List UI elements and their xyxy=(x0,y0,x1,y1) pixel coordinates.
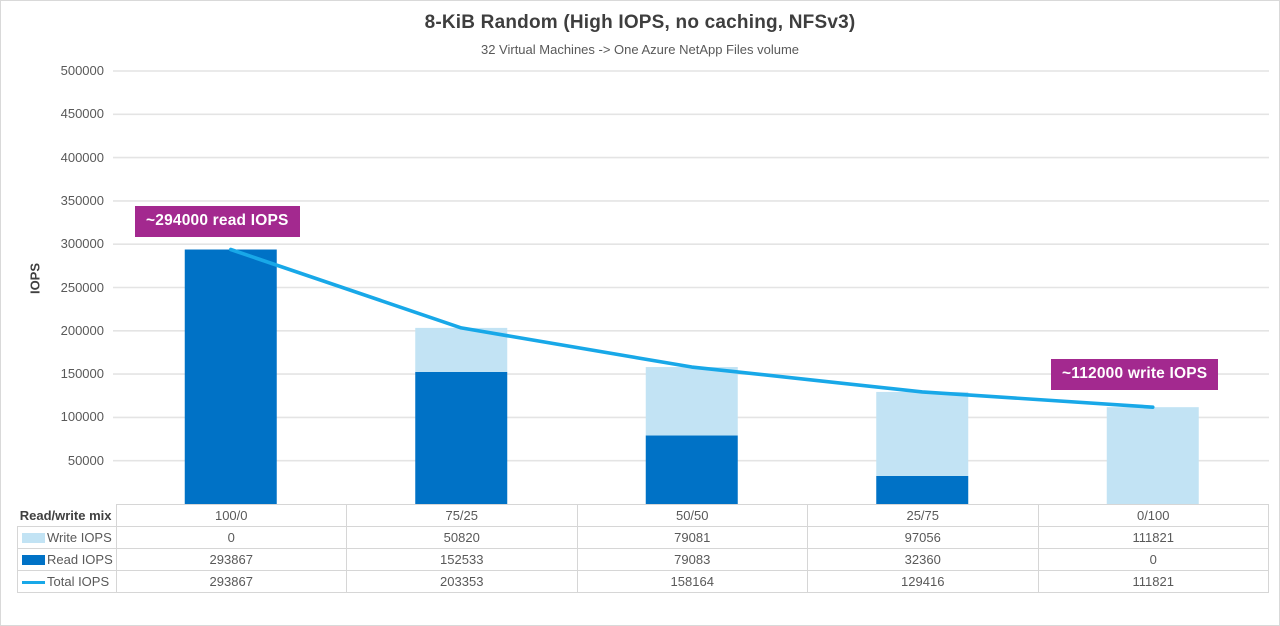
read-iops-bar xyxy=(645,435,738,504)
chart-title: 8-KiB Random (High IOPS, no caching, NFS… xyxy=(424,12,856,33)
y-axis-tick-label: 400000 xyxy=(60,149,104,165)
y-axis-tick-label: 50000 xyxy=(67,452,104,468)
table-cell: 293867 xyxy=(115,570,347,593)
write-iops-bar xyxy=(415,327,508,372)
table-row-label-read-iops: Read IOPS xyxy=(17,548,117,571)
read-iops-bar xyxy=(415,371,508,504)
table-cell: 129416 xyxy=(807,570,1039,593)
y-axis-tick-label: 350000 xyxy=(60,192,104,208)
write-iops-bar xyxy=(876,391,969,476)
table-cell: 152533 xyxy=(346,548,578,571)
table-row-header: Read/write mix xyxy=(17,504,117,527)
total-iops-legend-swatch xyxy=(22,581,45,584)
table-cell: 111821 xyxy=(1037,526,1269,549)
write-iops-bar xyxy=(645,367,738,436)
table-cell: 0 xyxy=(1037,548,1269,571)
table-header-row: Read/write mix 100/0 75/25 50/50 25/75 0/100 xyxy=(17,504,1269,527)
annotation-write-iops: ~112000 write IOPS xyxy=(1051,359,1219,390)
chart-subtitle: 32 Virtual Machines -> One Azure NetApp … xyxy=(480,42,800,57)
data-table: Read/write mix 100/0 75/25 50/50 25/75 0/100 W… xyxy=(17,504,1269,593)
legend-label: Write IOPS xyxy=(47,530,112,545)
y-axis-tick-label: 250000 xyxy=(60,279,104,295)
category-header-cell: 50/50 xyxy=(576,504,808,527)
table-cell: 158164 xyxy=(576,570,808,593)
table-cell: 293867 xyxy=(115,548,347,571)
table-cell: 203353 xyxy=(346,570,578,593)
table-row-label-total-iops: Total IOPS xyxy=(17,570,117,593)
write-iops-legend-swatch xyxy=(22,533,45,543)
table-cell: 50820 xyxy=(346,526,578,549)
category-header-cell: 25/75 xyxy=(807,504,1039,527)
table-row-label-write-iops: Write IOPS xyxy=(17,526,117,549)
category-header-cell: 0/100 xyxy=(1037,504,1269,527)
y-axis-tick-label: 450000 xyxy=(60,106,104,122)
table-cell: 111821 xyxy=(1037,570,1269,593)
table-cell: 0 xyxy=(115,526,347,549)
table-cell: 32360 xyxy=(807,548,1039,571)
table-cell: 79081 xyxy=(576,526,808,549)
y-axis-tick-label: 500000 xyxy=(60,63,104,78)
legend-label: Read IOPS xyxy=(47,552,113,567)
table-row-total-iops: Total IOPS 293867 203353 158164 129416 111821 xyxy=(17,570,1269,593)
total-iops-line xyxy=(228,247,1155,409)
read-iops-bar xyxy=(876,475,969,504)
table-row-read-iops: Read IOPS 293867 152533 79083 32360 0 xyxy=(17,548,1269,571)
y-axis-tick-label: 150000 xyxy=(60,366,104,382)
write-iops-bar xyxy=(1106,407,1199,504)
category-header-cell: 75/25 xyxy=(346,504,578,527)
legend-label: Total IOPS xyxy=(47,574,110,589)
category-header-cell: 100/0 xyxy=(115,504,347,527)
y-axis-tick-label: 100000 xyxy=(60,409,104,425)
table-row-write-iops: Write IOPS 0 50820 79081 97056 111821 xyxy=(17,526,1269,549)
y-axis-tick-label: 200000 xyxy=(60,322,104,338)
y-axis-tick-label: 300000 xyxy=(60,236,104,252)
read-iops-bar xyxy=(184,249,277,504)
table-cell: 79083 xyxy=(576,548,808,571)
annotation-read-iops: ~294000 read IOPS xyxy=(135,206,300,237)
read-iops-legend-swatch xyxy=(22,555,45,565)
table-cell: 97056 xyxy=(807,526,1039,549)
